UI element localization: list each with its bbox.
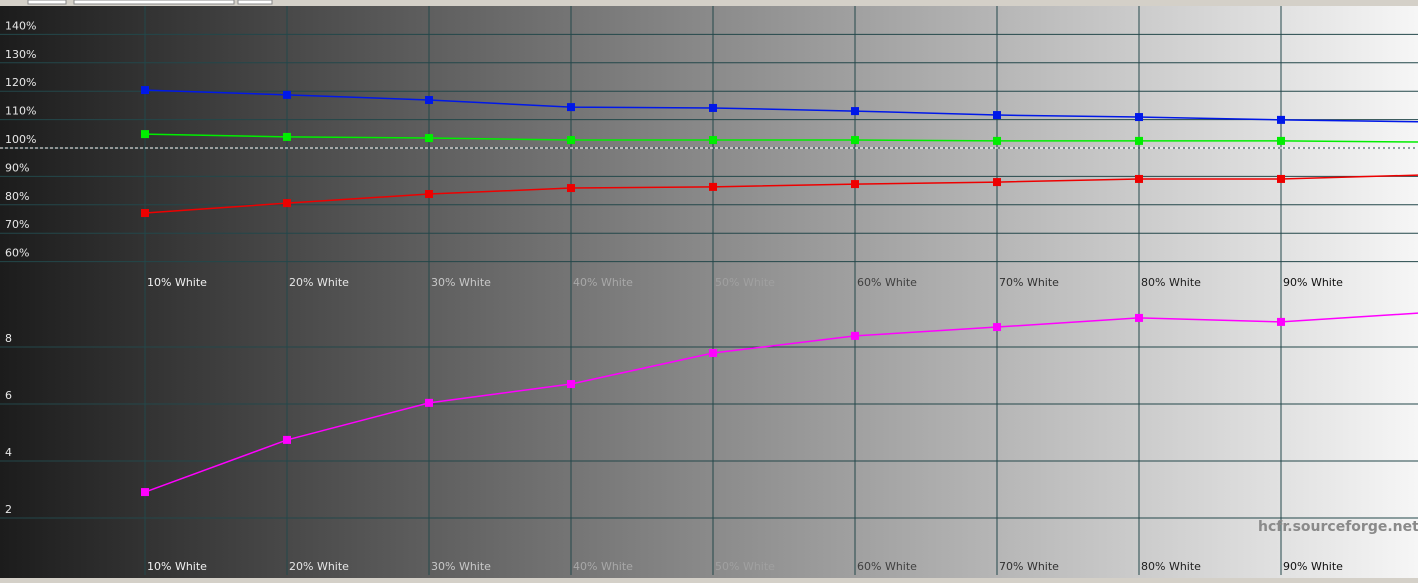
data-point — [993, 323, 1001, 332]
data-point — [993, 111, 1001, 120]
plot-area: 60% 70% 80% 90% 100% 110% 120% 130% 140% 10% Whit… — [0, 6, 1418, 575]
tab-strip — [0, 578, 1418, 583]
data-point — [851, 180, 859, 189]
x-tick-label: 60% White — [857, 276, 917, 289]
data-point — [993, 136, 1001, 145]
data-point — [709, 182, 717, 191]
x-tick-label: 30% White — [431, 276, 491, 289]
x-tick-label: 90% White — [1283, 560, 1343, 573]
data-point — [567, 380, 575, 389]
series-line — [144, 174, 1418, 214]
plot-background — [0, 6, 1418, 578]
y-tick-label: 6 — [5, 389, 12, 402]
x-tick-label: 50% White — [715, 276, 775, 289]
data-point — [709, 103, 717, 112]
y-tick-label: 8 — [5, 332, 12, 345]
data-point — [1135, 113, 1143, 122]
x-tick-label: 10% White — [147, 560, 207, 573]
y-tick-label: 70% — [5, 218, 29, 231]
y-tick-label: 110% — [5, 105, 36, 118]
data-point — [1277, 317, 1285, 326]
toolbar-button[interactable] — [27, 0, 67, 5]
y-tick-label: 80% — [5, 190, 29, 203]
toolbar-button[interactable] — [73, 0, 235, 5]
data-point — [851, 107, 859, 116]
toolbar-button[interactable] — [237, 0, 273, 5]
data-point — [1277, 115, 1285, 124]
x-tick-label: 80% White — [1141, 276, 1201, 289]
data-point — [425, 398, 433, 407]
x-tick-label: 70% White — [999, 560, 1059, 573]
data-point — [141, 130, 149, 139]
y-tick-label: 2 — [5, 503, 12, 516]
data-point — [1135, 313, 1143, 322]
data-point — [709, 136, 717, 145]
data-point — [1277, 136, 1285, 145]
x-tick-label: 60% White — [857, 560, 917, 573]
data-point — [425, 190, 433, 199]
data-point — [1277, 174, 1285, 183]
data-point — [567, 184, 575, 193]
x-tick-label: 30% White — [431, 560, 491, 573]
x-tick-label: 90% White — [1283, 276, 1343, 289]
x-tick-label: 40% White — [573, 276, 633, 289]
data-point — [425, 96, 433, 105]
data-point — [1135, 136, 1143, 145]
data-point — [141, 86, 149, 95]
data-point — [283, 90, 291, 99]
y-tick-label: 140% — [5, 19, 36, 32]
x-tick-label: 80% White — [1141, 560, 1201, 573]
series-line — [144, 89, 1418, 123]
y-tick-label: 60% — [5, 247, 29, 260]
x-tick-label: 70% White — [999, 276, 1059, 289]
data-point — [1135, 174, 1143, 183]
x-tick-label: 50% White — [715, 560, 775, 573]
y-tick-label: 90% — [5, 161, 29, 174]
y-tick-label: 4 — [5, 446, 12, 459]
series-line — [144, 312, 1418, 493]
x-tick-label: 20% White — [289, 560, 349, 573]
toolbar — [0, 0, 1418, 6]
data-point — [141, 488, 149, 497]
data-point — [851, 136, 859, 145]
data-point — [425, 134, 433, 143]
data-point — [283, 132, 291, 141]
y-tick-label: 130% — [5, 48, 36, 61]
series-line — [144, 133, 1418, 143]
data-point — [567, 136, 575, 145]
data-point — [283, 199, 291, 208]
x-tick-label: 20% White — [289, 276, 349, 289]
data-point — [709, 348, 717, 357]
data-point — [283, 435, 291, 444]
y-tick-label: 120% — [5, 76, 36, 89]
x-tick-label: 10% White — [147, 276, 207, 289]
watermark: hcfr.sourceforge.net — [1258, 519, 1418, 535]
y-tick-label: 100% — [5, 133, 36, 146]
data-point — [993, 178, 1001, 187]
x-tick-label: 40% White — [573, 560, 633, 573]
data-point — [851, 331, 859, 340]
data-point — [141, 209, 149, 218]
data-point — [567, 103, 575, 112]
